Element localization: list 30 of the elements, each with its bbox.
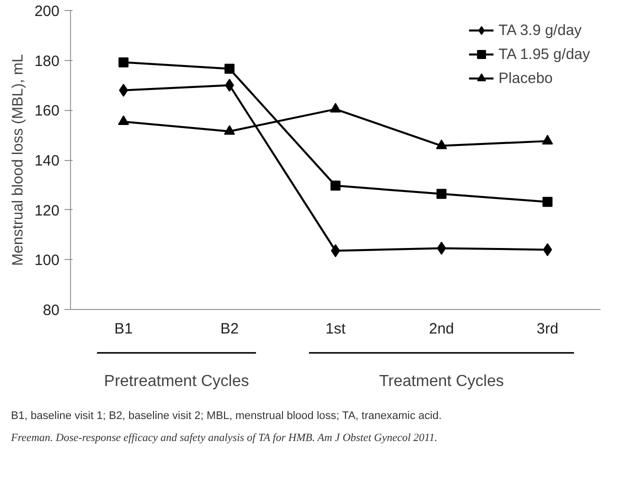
legend-label: Placebo [498,70,553,86]
y-tick-label: 120 [34,202,60,220]
point [224,125,235,135]
y-tick-label: 140 [34,152,60,170]
text: Treatment Cycles [379,373,504,390]
point [436,188,446,199]
point [118,57,128,68]
x-tick-label: 1st [325,320,346,338]
point [436,140,447,150]
point [542,196,552,207]
y-tick-label: 160 [34,102,60,120]
point [224,64,234,74]
x-tick-label: B1 [114,320,133,338]
y-axis-title: Menstrual blood loss (MBL), mL [9,54,26,266]
x-tick-label: 2nd [428,320,454,338]
text: B1, baseline visit 1; B2, baseline visit 2; MBL, menstrual blood loss; TA, tranexamic acid. [11,409,442,424]
text: Freeman. Dose-response efficacy and safety analysis of TA for HMB. Am J Obstet Gynecol 2011. [11,430,438,446]
legend-label: TA 3.9 g/day [498,22,582,38]
y-tick-label: 80 [42,302,60,319]
x-tick-label: 3rd [536,320,558,338]
text: Pretreatment Cycles [104,373,249,390]
y-tick-label: 200 [34,3,60,20]
point [118,115,129,126]
y-tick-label: 180 [34,52,60,70]
point [330,180,340,191]
legend-label: TA 1.95 g/day [498,46,590,62]
x-tick-label: B2 [220,320,239,338]
point [542,134,553,144]
point [330,102,341,113]
y-tick-label: 100 [34,252,60,270]
